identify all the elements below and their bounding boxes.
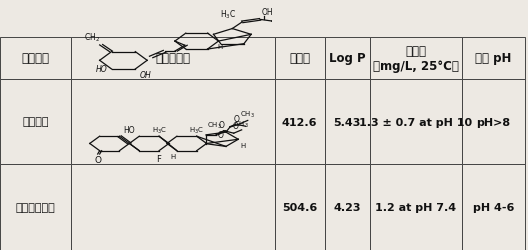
Text: 丙酸倍他米松: 丙酸倍他米松 xyxy=(16,202,55,212)
Bar xyxy=(370,79,462,165)
Text: 化学结构式: 化学结构式 xyxy=(155,52,191,65)
Bar xyxy=(370,165,462,250)
Bar xyxy=(325,38,370,79)
Bar xyxy=(0,165,71,250)
Bar xyxy=(275,165,325,250)
Text: 1.2 at pH 7.4: 1.2 at pH 7.4 xyxy=(375,202,456,212)
Bar xyxy=(71,165,275,250)
Bar xyxy=(0,38,71,79)
Bar xyxy=(325,79,370,165)
Bar xyxy=(370,38,462,79)
Text: pH>8: pH>8 xyxy=(477,117,511,127)
Bar xyxy=(462,79,525,165)
Bar xyxy=(71,79,275,165)
Text: 504.6: 504.6 xyxy=(282,202,317,212)
Bar xyxy=(325,165,370,250)
Bar xyxy=(275,38,325,79)
Bar xyxy=(275,79,325,165)
Text: 卡泊三醇: 卡泊三醇 xyxy=(22,117,49,127)
Text: 5.43: 5.43 xyxy=(334,117,361,127)
Text: 水溶性
（mg/L, 25°C）: 水溶性 （mg/L, 25°C） xyxy=(373,45,459,73)
Text: 412.6: 412.6 xyxy=(282,117,317,127)
Bar xyxy=(462,165,525,250)
Text: 1.3 ± 0.7 at pH 10: 1.3 ± 0.7 at pH 10 xyxy=(359,117,473,127)
Text: 药物名称: 药物名称 xyxy=(22,52,50,65)
Text: 4.23: 4.23 xyxy=(333,202,361,212)
Text: Log P: Log P xyxy=(329,52,365,65)
Bar xyxy=(71,38,275,79)
Bar xyxy=(462,38,525,79)
Text: pH 4-6: pH 4-6 xyxy=(473,202,514,212)
Text: 稳定 pH: 稳定 pH xyxy=(476,52,512,65)
Bar xyxy=(0,79,71,165)
Text: 分子里: 分子里 xyxy=(289,52,310,65)
